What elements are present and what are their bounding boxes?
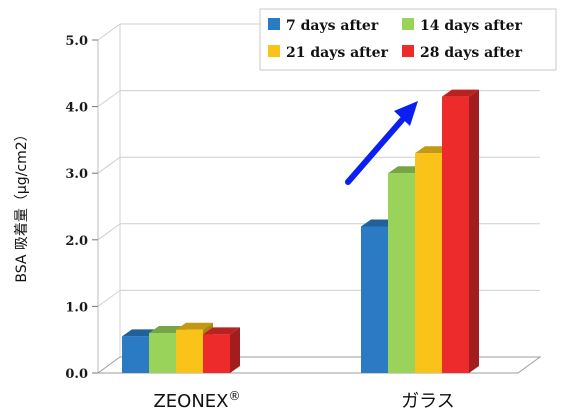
bar-front [388, 173, 415, 373]
bar-top [176, 322, 213, 330]
bar-side [469, 89, 479, 374]
gridline-slant [97, 289, 121, 307]
gridline-slant [97, 90, 121, 108]
y-tick-label: 3.0 [65, 167, 88, 182]
y-tick-label: 1.0 [65, 300, 88, 315]
gridline-slant [97, 156, 121, 174]
legend-swatch [268, 18, 280, 30]
y-tick-label: 2.0 [65, 234, 88, 249]
y-tick-label: 0.0 [65, 367, 88, 382]
increase-arrow [345, 101, 418, 185]
bar-front [176, 329, 203, 373]
gridline-slant [97, 223, 121, 241]
bar-front [361, 226, 388, 373]
arrow-shaft [345, 117, 405, 185]
bar-layer [122, 89, 479, 374]
arrow-head [394, 101, 418, 126]
legend-swatch [402, 18, 414, 30]
bar [203, 327, 240, 373]
bar-front [442, 96, 469, 374]
category-label: ZEONEX® [153, 389, 240, 412]
gridline-slant [97, 23, 121, 41]
bar-front [415, 153, 442, 373]
legend-label: 21 days after [286, 45, 389, 61]
legend-swatch [402, 45, 414, 57]
bar-top [203, 327, 240, 335]
bar [442, 89, 479, 374]
y-tick-label: 5.0 [65, 34, 88, 49]
bar-front [149, 333, 176, 373]
legend: 7 days after 14 days after 21 days after 28… [259, 8, 557, 71]
legend-label: 14 days after [420, 18, 523, 34]
y-tick-labels: 0.0 1.0 2.0 3.0 4.0 5.0 [65, 34, 98, 382]
legend-label: 28 days after [420, 45, 523, 61]
bar-side [230, 327, 240, 373]
bar-front [122, 336, 149, 373]
bar-top [442, 89, 479, 97]
y-axis-label: BSA 吸着量（μg/cm2） [14, 127, 30, 282]
category-label: ガラス [401, 391, 455, 412]
y-tick-label: 4.0 [65, 101, 88, 116]
legend-label: 7 days after [286, 18, 379, 34]
legend-swatch [268, 45, 280, 57]
bar-front [203, 334, 230, 373]
category-labels: ZEONEX® ガラス [153, 389, 454, 412]
